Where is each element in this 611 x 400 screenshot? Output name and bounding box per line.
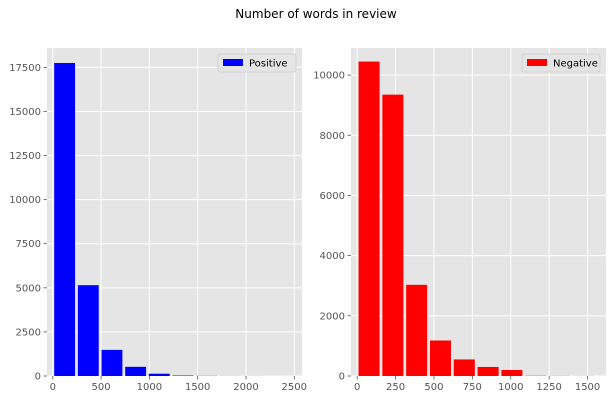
legend-swatch <box>223 59 243 66</box>
x-tick-label: 2000 <box>233 382 258 393</box>
histogram-bar <box>77 285 99 376</box>
x-tick-label: 1500 <box>575 382 600 393</box>
y-tick-label: 12500 <box>9 151 41 162</box>
x-tick-label: 1000 <box>137 382 162 393</box>
histogram-bar <box>477 366 499 376</box>
x-tick-label: 750 <box>463 382 482 393</box>
y-tick-label: 2000 <box>320 311 345 322</box>
x-tick-label: 1500 <box>185 382 210 393</box>
y-tick-label: 0 <box>35 372 41 383</box>
y-tick-label: 7500 <box>16 239 41 250</box>
legend-swatch <box>527 59 547 66</box>
legend-box <box>217 53 297 73</box>
figure-title: Number of words in review <box>235 7 397 21</box>
y-tick-label: 17500 <box>9 63 41 74</box>
histogram-bar <box>148 373 170 376</box>
x-tick-label: 2500 <box>282 382 307 393</box>
y-tick-label: 0 <box>339 372 345 383</box>
histogram-bar <box>358 61 380 376</box>
x-tick-label: 1000 <box>498 382 523 393</box>
negative-histogram-panel: 0 250 500 750 1000 1250 1500 0 2000 4000 6000 8000 1… <box>313 48 606 393</box>
histogram-bar <box>453 359 475 376</box>
legend-label: Negative <box>553 59 598 70</box>
histogram-bar <box>382 94 404 376</box>
y-tick-label: 4000 <box>320 251 345 262</box>
y-tick-label: 2500 <box>16 327 41 338</box>
x-tick-label: 1250 <box>536 382 561 393</box>
y-tick-label: 15000 <box>9 107 41 118</box>
histogram-bar <box>406 284 428 376</box>
y-tick-label: 6000 <box>320 191 345 202</box>
x-tick-label: 500 <box>92 382 111 393</box>
histogram-bar <box>125 366 147 376</box>
histogram-bar <box>501 369 523 376</box>
legend-label: Positive <box>249 59 288 70</box>
x-tick-label: 0 <box>354 382 360 393</box>
y-tick-label: 5000 <box>16 283 41 294</box>
histogram-bar <box>101 349 123 376</box>
histogram-bar <box>429 340 451 376</box>
positive-histogram-panel: 0 500 1000 1500 2000 2500 0 2500 5000 7500 10000 12… <box>9 48 307 393</box>
x-tick-label: 0 <box>50 382 56 393</box>
x-tick-label: 250 <box>386 382 405 393</box>
x-tick-label: 500 <box>424 382 443 393</box>
legend: Negative <box>521 53 601 73</box>
legend-box <box>521 53 601 73</box>
y-tick-label: 10000 <box>9 195 41 206</box>
y-tick-label: 8000 <box>320 131 345 142</box>
histogram-bar <box>54 62 76 376</box>
legend: Positive <box>217 53 297 73</box>
y-tick-label: 10000 <box>313 71 345 82</box>
